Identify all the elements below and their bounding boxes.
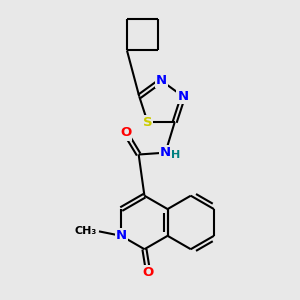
- Text: N: N: [160, 146, 171, 159]
- Text: O: O: [142, 266, 154, 279]
- Text: N: N: [156, 74, 167, 87]
- Text: N: N: [178, 90, 189, 103]
- Text: S: S: [143, 116, 152, 129]
- Text: H: H: [171, 150, 180, 160]
- Text: O: O: [120, 127, 131, 140]
- Text: CH₃: CH₃: [75, 226, 97, 236]
- Text: N: N: [116, 229, 127, 242]
